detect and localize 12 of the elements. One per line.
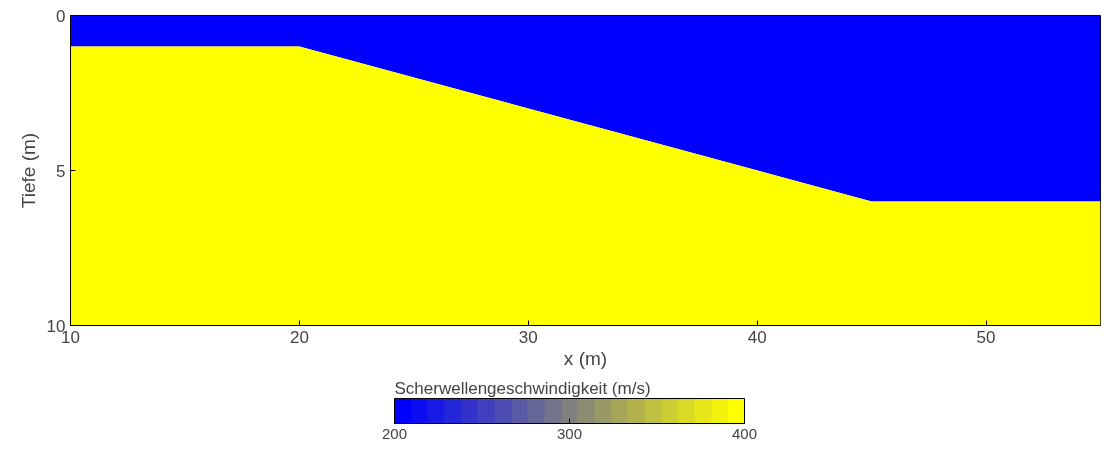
x-tick-label: 40 [747, 327, 767, 347]
color-bar-label: 200 [381, 424, 408, 442]
y-tick-label: 0 [56, 6, 66, 26]
y-tick-label: 5 [56, 161, 66, 181]
x-tick-label: 50 [976, 327, 996, 347]
color-bar-label: 300 [556, 424, 583, 442]
color-bar-title: Scherwellengeschwindigkeit (m/s) [394, 378, 651, 398]
x-tick-label: 30 [518, 327, 538, 347]
x-axis-title: x (m) [563, 347, 608, 369]
y-axis-title: Tiefe (m) [17, 132, 39, 209]
color-bar-label: 400 [731, 424, 758, 442]
x-tick-label: 20 [289, 327, 309, 347]
